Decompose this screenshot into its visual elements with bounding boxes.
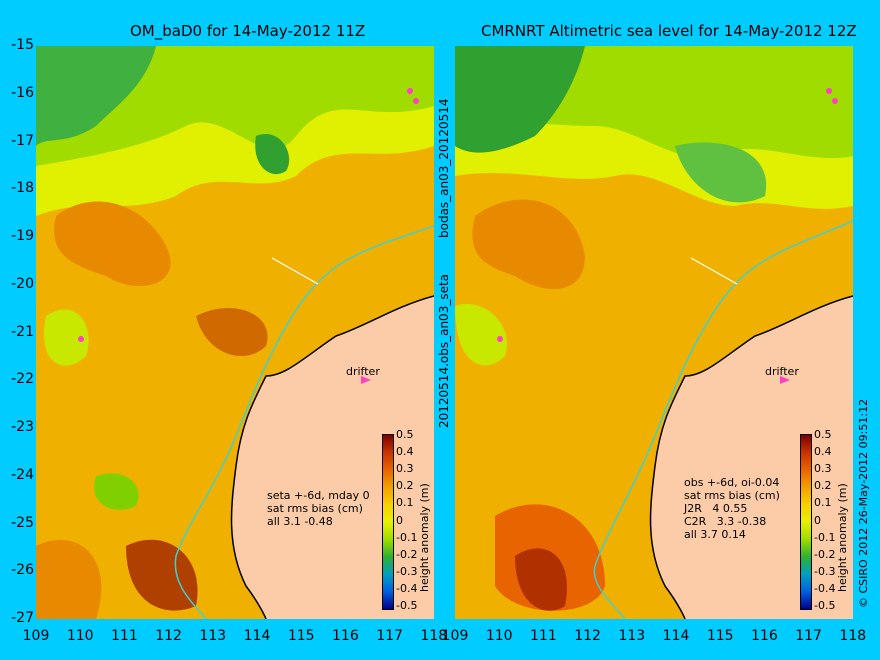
x-tick-label: 113 [618,628,646,644]
colorbar-tick-label: 0 [396,513,403,527]
left-map-title: OM_baD0 for 14-May-2012 11Z [130,22,366,40]
left-map-svg [36,46,434,619]
colorbar-tick-label: 0.5 [396,428,414,441]
left-side-label: bodas_an03_20120514 [437,98,451,239]
x-tick-label: 114 [662,628,690,644]
y-tick-label: -23 [11,419,34,435]
x-tick-label: 118 [420,628,448,644]
y-tick-label: -17 [11,132,34,149]
colorbar-tick-label: -0.2 [396,547,418,561]
x-tick-label: 109 [22,628,50,644]
colorbar-tick-label: 0.2 [396,479,414,493]
y-tick-label: -19 [11,228,34,244]
copyright-text: © CSIRO 2012 26-May-2012 09:51:12 [857,398,870,608]
x-tick-label: 116 [332,628,359,644]
x-tick-label: 113 [199,628,227,644]
y-tick-label: -26 [11,562,34,579]
colorbar-tick-label: -0.1 [814,530,836,544]
colorbar-tick-label: 0.4 [814,445,832,459]
y-tick-label: -25 [11,514,34,531]
colorbar-tick-label: -0.4 [396,581,418,595]
colorbar-tick-label: 0.1 [396,496,414,510]
colorbar-tick-label: -0.2 [814,547,836,561]
colorbar-tick-label: 0.4 [396,445,414,459]
colorbar-tick-label: -0.5 [814,599,836,612]
y-tick-label: -21 [11,323,34,340]
x-tick-label: 109 [441,628,469,644]
colorbar-tick-label: -0.3 [396,564,418,578]
x-tick-label: 117 [795,628,822,644]
right-colorbar [800,434,812,610]
x-tick-label: 111 [111,628,138,644]
y-tick-label: -22 [11,371,34,388]
x-tick-label: 116 [751,628,778,644]
colorbar-tick-label: 0.2 [814,479,832,493]
left-colorbar-label: height anomaly (m) [418,483,431,592]
x-tick-label: 111 [530,628,557,644]
colorbar-tick-label: -0.4 [814,581,836,595]
colorbar-tick-label: 0.1 [814,496,832,510]
right-colorbar-label: height anomaly (m) [836,483,849,592]
left-stats-text: seta +-6d, mday 0 sat rms bias (cm) all … [267,489,370,528]
left-map-panel [36,46,434,619]
colorbar-tick-label: 0.5 [814,428,832,441]
right-side-label: 20120514.obs_an03_seta [437,273,451,428]
colorbar-tick-label: 0.3 [396,462,414,476]
y-tick-label: -24 [11,466,34,483]
colorbar-tick-label: -0.5 [396,599,418,612]
x-tick-label: 110 [66,628,94,644]
colorbar-tick-label: -0.3 [814,564,836,578]
right-map-panel [455,46,853,619]
colorbar-tick-label: -0.1 [396,530,418,544]
y-tick-label: -16 [11,84,34,101]
left-colorbar [382,434,394,610]
colorbar-tick-label: 0 [814,513,821,527]
y-tick-label: -27 [11,610,34,626]
left-drifter-label: drifter [346,365,380,378]
right-map-title: CMRNRT Altimetric sea level for 14-May-2… [481,22,857,40]
x-tick-label: 117 [376,628,403,644]
y-tick-label: -15 [11,37,34,53]
right-drifter-label: drifter [765,365,799,378]
x-tick-label: 118 [839,628,867,644]
x-tick-label: 114 [243,628,271,644]
x-tick-label: 112 [155,628,182,644]
y-tick-label: -18 [11,180,34,197]
x-tick-label: 112 [574,628,601,644]
y-tick-label: -20 [11,275,34,292]
right-map-svg [455,46,853,619]
x-tick-label: 110 [485,628,513,644]
x-tick-label: 115 [287,628,315,644]
right-stats-text: obs +-6d, oi-0.04 sat rms bias (cm) J2R … [684,476,780,541]
colorbar-tick-label: 0.3 [814,462,832,476]
x-tick-label: 115 [706,628,734,644]
